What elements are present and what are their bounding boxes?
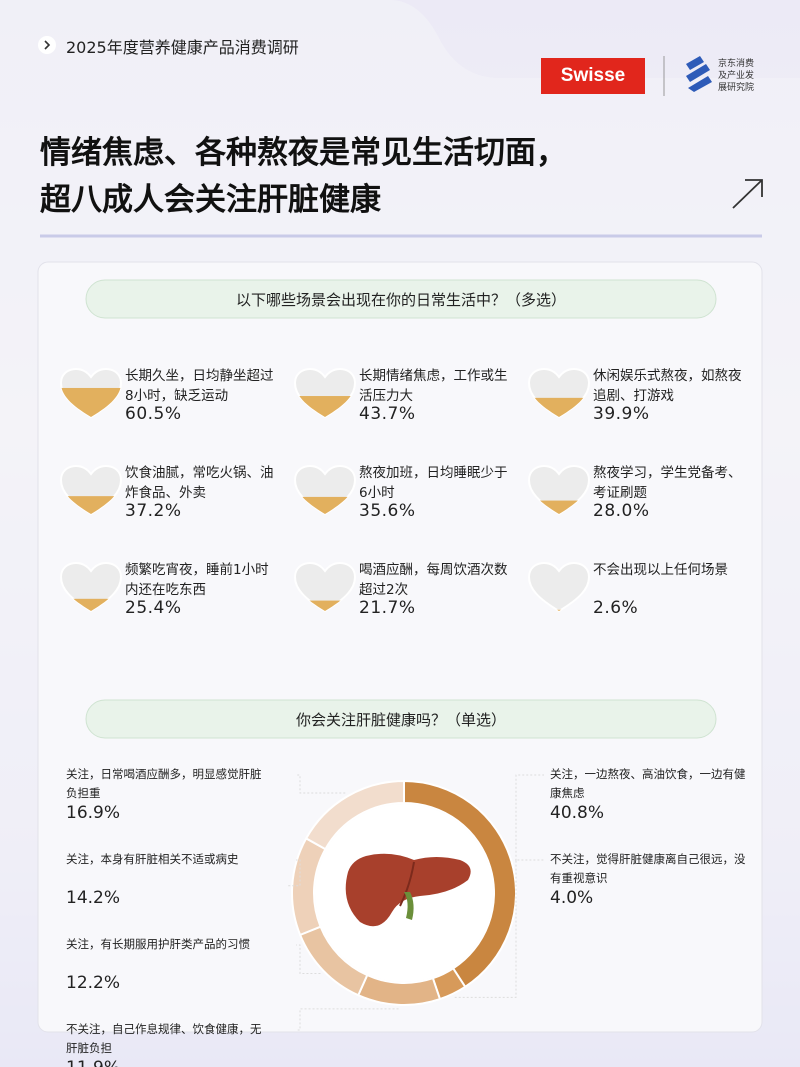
scenario-label: 熬夜加班，日均睡眠少于6小时 xyxy=(359,465,508,501)
scenario-label: 饮食油腻，常吃火锅、油炸食品、外卖 xyxy=(125,465,274,501)
tab-label: 2025年度营养健康产品消费调研 xyxy=(66,38,299,57)
value-label: 43.7% xyxy=(359,404,416,424)
segment-label: 关注，本身有肝脏相关不适或病史 xyxy=(66,852,239,866)
tab-icon xyxy=(38,36,56,54)
heart-fill xyxy=(295,600,355,611)
value-label: 60.5% xyxy=(125,404,182,424)
value-label: 2.6% xyxy=(593,598,639,618)
value-label: 37.2% xyxy=(125,501,182,521)
value-label: 16.9% xyxy=(66,803,121,823)
card xyxy=(37,261,763,1033)
value-label: 35.6% xyxy=(359,501,416,521)
question-pill xyxy=(85,279,717,319)
value-label: 21.7% xyxy=(359,598,416,618)
leader-line xyxy=(288,859,301,887)
value-label: 4.0% xyxy=(550,888,594,908)
leader-line xyxy=(454,859,544,998)
liver-illustration xyxy=(345,853,471,927)
segment-label: 不关注，自己作息规律、饮食健康，无肝脏负担 xyxy=(66,1022,262,1055)
segment-label: 关注，一边熬夜、高油饮食，一边有健康焦虑 xyxy=(550,767,746,800)
heart-bg xyxy=(293,561,357,613)
tab-chevron xyxy=(44,40,51,50)
chart-title: 以下哪些场景会出现在你的日常生活中？（多选） xyxy=(235,291,566,309)
leader-line xyxy=(296,1008,399,1031)
org-name: 京东消费及产业发展研究院 xyxy=(718,59,755,93)
chart-title: 你会关注肝脏健康吗？（单选） xyxy=(295,711,506,729)
value-label: 25.4% xyxy=(125,598,182,618)
leader-line xyxy=(296,774,346,794)
leader-line xyxy=(515,774,544,861)
value-label: 11.9% xyxy=(66,1058,120,1067)
segment-label: 不关注，觉得肝脏健康离自己很远，没有重视意识 xyxy=(550,852,746,885)
value-label: 12.2% xyxy=(66,973,121,993)
segment-label: 关注，有长期服用护肝类产品的习惯 xyxy=(66,937,250,951)
scenario-label: 休闲娱乐式熬夜，如熬夜追剧、打游戏 xyxy=(593,368,742,404)
scenario-label: 不会出现以上任何场景 xyxy=(593,562,728,578)
scenario-label: 熬夜学习，学生党备考、考证刷题 xyxy=(593,465,742,501)
org-logo xyxy=(686,56,712,92)
scenario-label: 长期情绪焦虑，工作或生活压力大 xyxy=(359,368,508,404)
heart-fill xyxy=(529,609,589,611)
value-label: 14.2% xyxy=(66,888,121,908)
title-line: 情绪焦虑、各种熬夜是常见生活切面， xyxy=(40,135,567,171)
value-label: 39.9% xyxy=(593,404,650,424)
value-label: 28.0% xyxy=(593,501,650,521)
arrow-icon xyxy=(732,179,763,209)
value-label: 40.8% xyxy=(550,803,605,823)
brand-logo: Swisse xyxy=(560,65,626,86)
question-pill xyxy=(85,699,717,739)
heart-bg xyxy=(527,561,591,613)
segment-label: 关注，日常喝酒应酬多，明显感觉肝脏负担重 xyxy=(66,767,262,800)
scenario-label: 喝酒应酬，每周饮酒次数超过2次 xyxy=(359,562,508,598)
brand-box xyxy=(541,58,645,94)
title-line: 超八成人会关注肝脏健康 xyxy=(40,182,381,218)
scenario-label: 频繁吃宵夜，睡前1小时内还在吃东西 xyxy=(125,562,269,598)
scenario-label: 长期久坐，日均静坐超过8小时，缺乏运动 xyxy=(125,368,274,404)
donut-segment xyxy=(304,779,405,851)
